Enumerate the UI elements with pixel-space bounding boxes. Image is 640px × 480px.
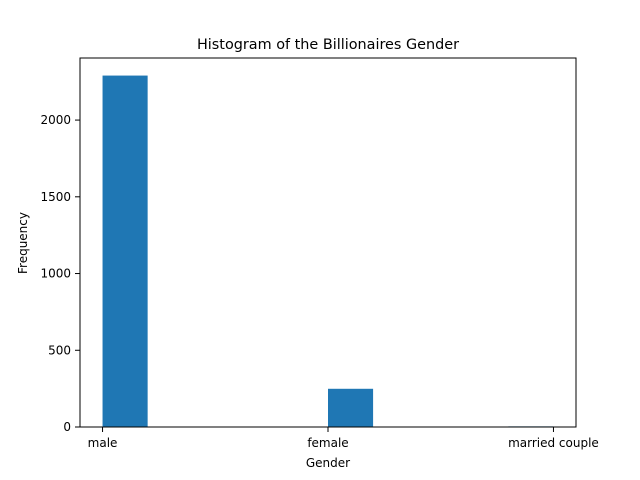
plot-frame: [79, 57, 577, 428]
y-tick-label: 1500: [40, 190, 71, 204]
x-tick-label: male: [88, 436, 118, 450]
y-axis-label: Frequency: [16, 212, 30, 274]
y-tick-label: 0: [63, 420, 71, 434]
x-tick-label: married couple: [508, 436, 599, 450]
x-tick-label: female: [307, 436, 348, 450]
histogram-bar: [328, 388, 374, 427]
histogram-bar: [102, 75, 148, 428]
y-tick-label: 1000: [40, 267, 71, 281]
y-tick-label: 2000: [40, 113, 71, 127]
chart-title: Histogram of the Billionaires Gender: [197, 37, 459, 53]
plot-area: 0 500 1000 1500 2000 male female married couple: [40, 57, 599, 450]
x-axis-label: Gender: [306, 456, 350, 470]
y-tick-label: 500: [48, 343, 71, 357]
